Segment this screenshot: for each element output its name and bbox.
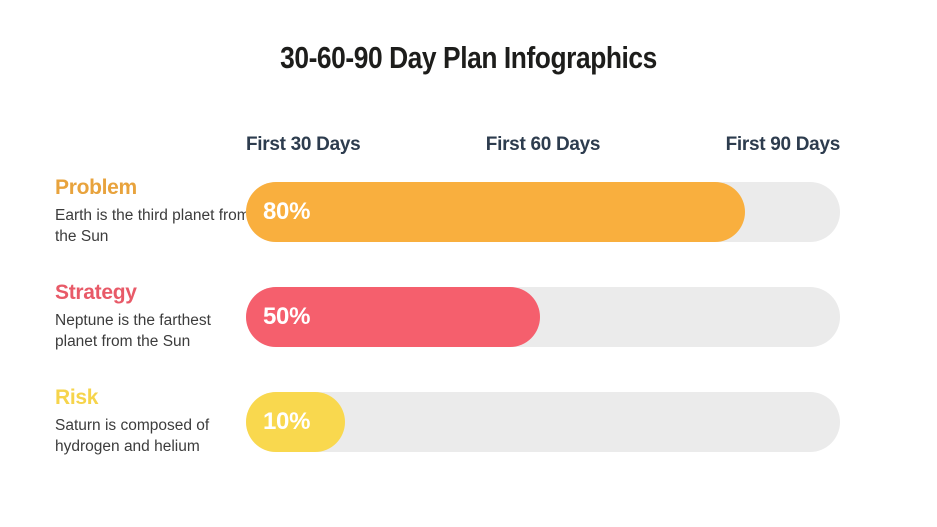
row-description-problem: Earth is the third planet from the Sun xyxy=(55,207,250,245)
progress-fill-strategy: 50% xyxy=(246,287,541,347)
row-text-problem: Problem Earth is the third planet from t… xyxy=(55,176,250,247)
column-header-first-60-days: First 60 Days xyxy=(485,134,601,155)
row-text-risk: Risk Saturn is composed of hydrogen and … xyxy=(55,386,250,457)
progress-track-risk: 10% xyxy=(246,392,840,452)
column-header-first-90-days: First 90 Days xyxy=(725,134,841,155)
progress-track-strategy: 50% xyxy=(246,287,840,347)
column-headers: First 30 Days First 60 Days First 90 Day… xyxy=(246,134,840,156)
row-text-strategy: Strategy Neptune is the farthest planet … xyxy=(55,281,250,352)
bar-row-strategy: Strategy Neptune is the farthest planet … xyxy=(0,281,937,351)
progress-track-problem: 80% xyxy=(246,182,840,242)
progress-value-risk: 10% xyxy=(263,408,311,435)
row-description-risk: Saturn is composed of hydrogen and heliu… xyxy=(55,417,210,455)
row-label-risk: Risk xyxy=(55,386,99,409)
column-header-first-30-days: First 30 Days xyxy=(246,134,361,155)
page-title: 30-60-90 Day Plan Infographics xyxy=(280,40,657,75)
bar-row-risk: Risk Saturn is composed of hydrogen and … xyxy=(0,386,937,456)
progress-fill-problem: 80% xyxy=(246,182,745,242)
progress-value-strategy: 50% xyxy=(263,303,311,330)
progress-fill-risk: 10% xyxy=(246,392,346,452)
row-label-problem: Problem xyxy=(55,176,137,199)
row-description-strategy: Neptune is the farthest planet from the … xyxy=(55,312,211,350)
bar-row-problem: Problem Earth is the third planet from t… xyxy=(0,176,937,246)
progress-value-problem: 80% xyxy=(263,198,311,225)
row-label-strategy: Strategy xyxy=(55,281,137,304)
